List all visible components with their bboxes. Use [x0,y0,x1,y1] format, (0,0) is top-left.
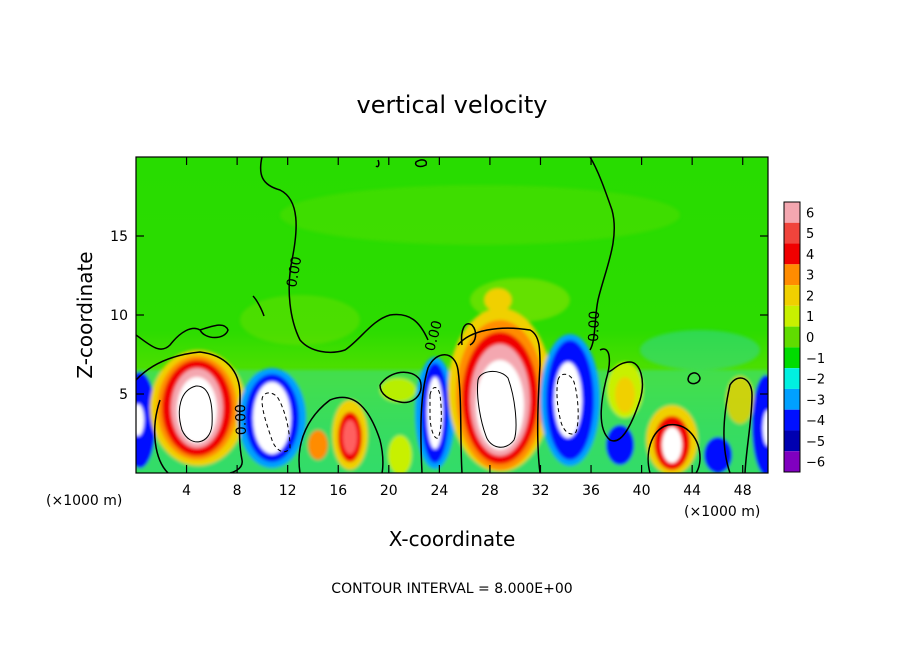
colorbar-swatch [784,451,800,472]
colorbar-label: 0 [806,331,814,346]
x-tick-label: 12 [279,483,297,499]
x-tick-label: 20 [380,483,398,499]
y-tick-label: 15 [110,229,128,245]
x-axis-title: X-coordinate [389,527,516,551]
colorbar-label: 6 [806,206,814,221]
colorbar-label: −6 [806,456,825,471]
plot-area: 0.00 0.00 0.00 0.00 [135,156,769,474]
x-tick-label: 28 [481,483,499,499]
x-tick-label: 8 [233,483,242,499]
contour-label-3: 0.00 [422,319,446,353]
x-tick-label: 44 [683,483,701,499]
x-tick-label: 40 [633,483,651,499]
x-tick-label: 16 [329,483,347,499]
colorbar-label: −1 [806,352,825,367]
contour-label-1: 0.00 [284,255,305,288]
colorbar-swatch [784,368,800,389]
colorbar-swatch [784,388,800,410]
contour-labels: 0.00 0.00 0.00 0.00 [233,255,603,435]
x-tick-label: 48 [734,483,752,499]
contour-label-2: 0.00 [233,404,250,436]
contour-interval-note: CONTOUR INTERVAL = 8.000E+00 [331,581,572,597]
x-tick-label: 32 [532,483,550,499]
x-tick-label: 4 [182,483,191,499]
y-axis: 5 10 15 [110,229,768,403]
colorbar-label: −5 [806,435,825,450]
colorbar-label: −2 [806,373,825,388]
colorbar-label: −3 [806,393,825,408]
contour-lines [136,157,753,473]
colorbar-swatch [784,305,800,327]
colorbar-label: 3 [806,269,814,284]
colorbar-swatch [784,285,800,306]
colorbar-label: 5 [806,227,814,242]
colorbar-swatch [784,264,800,286]
y-axis-title: Z-coordinate [73,251,97,378]
y-tick-label: 10 [110,308,128,324]
colorbar-frame [783,201,801,473]
x-tick-label: 24 [430,483,448,499]
colorbar-label: 1 [806,310,814,325]
colorbar-swatch [784,347,800,369]
x-unit-left: (×1000 m) [46,493,122,509]
colorbar-swatch [784,409,800,431]
colorbar: 6 5 4 3 2 1 0 −1 −2 −3 −4 −5 −6 [783,201,825,473]
colorbar-swatch [784,430,800,452]
x-axis: 4 8 12 16 20 24 28 32 36 40 44 48 [182,157,752,499]
colorbar-label: 4 [806,248,814,263]
x-unit-right: (×1000 m) [684,504,760,520]
colorbar-swatch [784,326,800,348]
y-tick-label: 5 [119,387,128,403]
chart-title: vertical velocity [357,91,548,119]
velocity-field [136,185,768,473]
colorbar-swatch [784,202,800,223]
colorbar-swatch [784,222,800,244]
x-tick-label: 36 [582,483,600,499]
colorbar-label: −4 [806,414,825,429]
colorbar-swatch [784,243,800,265]
colorbar-label: 2 [806,289,814,304]
contour-label-4: 0.00 [586,310,603,342]
